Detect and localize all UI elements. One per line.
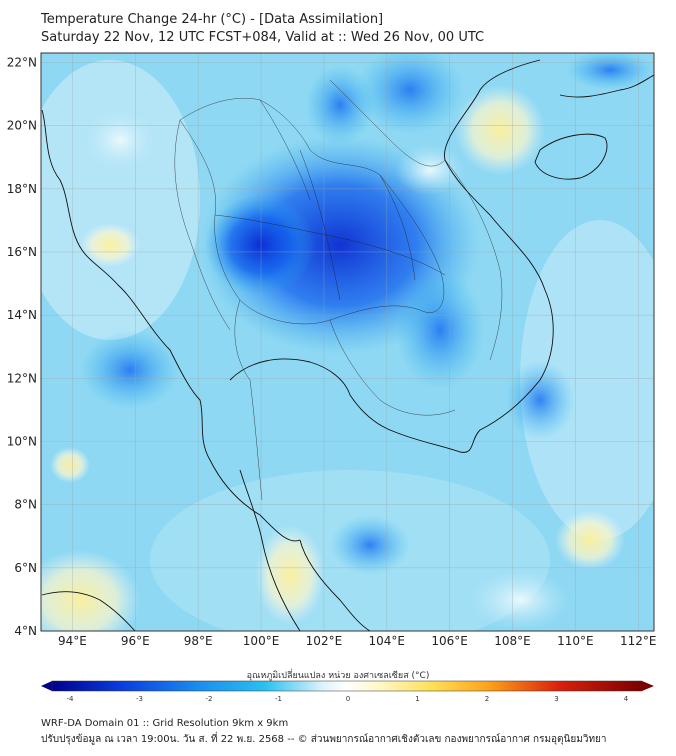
lat-tick-label: 12°N <box>7 371 37 385</box>
lat-tick-label: 16°N <box>7 245 37 259</box>
lon-tick-label: 106°E <box>431 634 468 648</box>
colorbar-tick-label: 3 <box>554 695 558 703</box>
lat-tick-label: 20°N <box>7 119 37 133</box>
lat-tick-label: 8°N <box>14 498 37 512</box>
footer-line-2: ปรับปรุงข้อมูล ณ เวลา 19:00น. วัน ส. ที่… <box>41 734 607 745</box>
longitude-labels: 94°E 96°E 98°E 100°E 102°E 104°E 106°E 108°E 110… <box>58 634 657 648</box>
colorbar-tick-label: 1 <box>415 695 419 703</box>
colorbar-tick-label: -3 <box>136 695 143 703</box>
lon-tick-label: 102°E <box>306 634 343 648</box>
lon-tick-label: 96°E <box>121 634 150 648</box>
colorbar-tick-label: -1 <box>275 695 282 703</box>
colorbar-tick-label: -2 <box>206 695 213 703</box>
lon-tick-label: 110°E <box>557 634 594 648</box>
lon-tick-label: 94°E <box>58 634 87 648</box>
map-title: Temperature Change 24-hr (°C) - [Data As… <box>41 12 384 27</box>
lon-tick-label: 100°E <box>243 634 280 648</box>
colorbar-tick-label: -4 <box>67 695 75 703</box>
lat-tick-label: 4°N <box>14 624 37 638</box>
latitude-labels: 22°N 20°N 18°N 16°N 14°N 12°N 10°N 8°N 6°N 4°N <box>7 55 37 638</box>
coastlines <box>41 59 654 631</box>
footer-line-1: WRF-DA Domain 01 :: Grid Resolution 9km … <box>41 718 289 729</box>
colorbar-tick-label: 2 <box>485 695 489 703</box>
lon-tick-label: 112°E <box>620 634 657 648</box>
temperature-field <box>41 53 654 631</box>
lat-tick-label: 6°N <box>14 561 37 575</box>
map-frame-border <box>40 52 655 632</box>
colorbar-tick-label: 0 <box>346 695 350 703</box>
lon-tick-label: 104°E <box>369 634 406 648</box>
colorbar-tick-label: 4 <box>624 695 629 703</box>
colorbar-label: อุณหภูมิเปลี่ยนแปลง หน่วย องศาเซลเซียส (… <box>246 671 430 681</box>
lon-tick-label: 98°E <box>184 634 213 648</box>
colorbar: -4 -3 -2 -1 0 1 2 3 4 <box>41 680 654 703</box>
lat-tick-label: 22°N <box>7 55 37 69</box>
lat-tick-label: 10°N <box>7 434 37 448</box>
lat-tick-label: 14°N <box>7 308 37 322</box>
map-subtitle: Saturday 22 Nov, 12 UTC FCST+084, Valid … <box>41 30 485 45</box>
lon-tick-label: 108°E <box>494 634 531 648</box>
lat-tick-label: 18°N <box>7 182 37 196</box>
